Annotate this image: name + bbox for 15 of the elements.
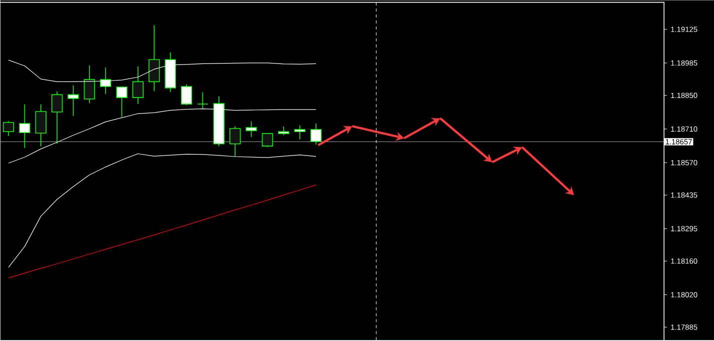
candlestick [310,123,322,146]
candlestick [148,25,160,92]
candlestick [84,65,96,104]
candlestick [68,85,79,117]
candlestick [230,126,241,158]
candlestick [180,84,192,106]
candlestick [262,133,274,148]
candlestick [51,91,63,144]
candlestick [35,104,46,147]
candlestick [197,92,208,110]
candlestick [132,66,144,105]
candlestick [246,121,257,138]
candlestick [294,125,306,140]
candlestick [19,104,30,149]
candlestick [2,120,14,137]
